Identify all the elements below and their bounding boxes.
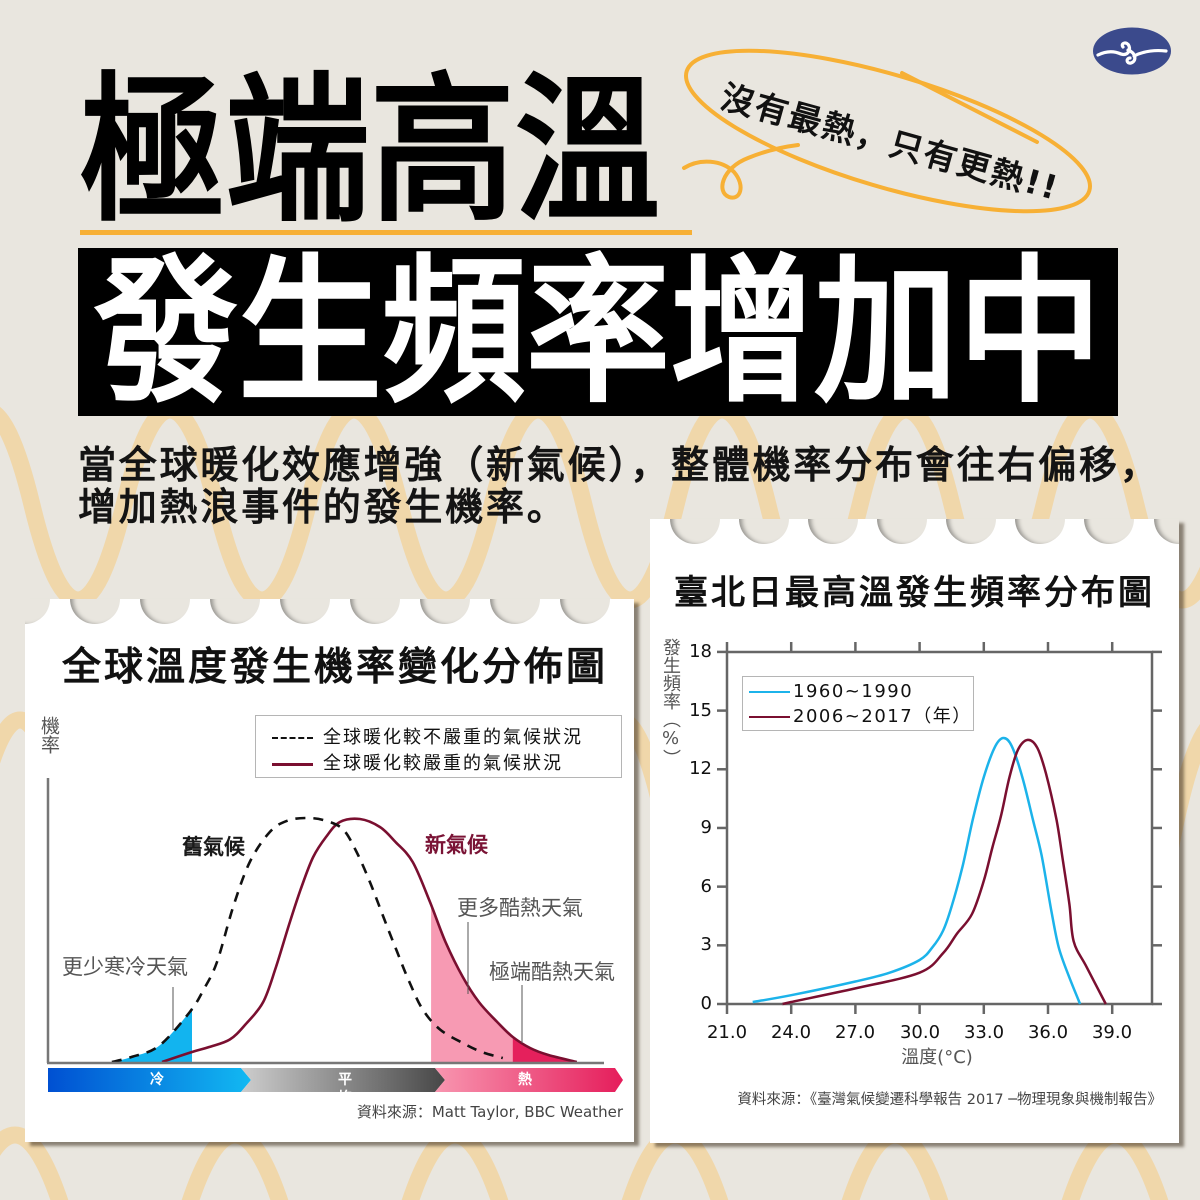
legend-unit-suffix: （年）	[913, 706, 972, 727]
left-chart-source: 資料來源：Matt Taylor, BBC Weather	[356, 1103, 623, 1121]
solid-line-symbol	[272, 763, 313, 766]
right-chart-title: 臺北日最高溫發生頻率分布圖	[674, 573, 1155, 613]
band-label-average: 平均	[338, 1072, 378, 1106]
legend-label: 1960~1990	[793, 681, 914, 702]
hot-band-arrow	[435, 1068, 623, 1092]
legend-label: 全球暖化較嚴重的氣候狀況	[323, 753, 563, 774]
x-axis-title: 溫度(°C)	[901, 1047, 973, 1068]
more-hot-label: 更多酷熱天氣	[457, 896, 583, 920]
legend-item-1960-1990: 1960~1990	[743, 680, 973, 704]
extreme-hot-region	[512, 1037, 577, 1062]
y-tick-label: 0	[700, 993, 712, 1014]
x-tick-label: 33.0	[963, 1022, 1005, 1043]
y-axis-label: 發生頻率（%）	[660, 638, 681, 767]
new-climate-label: 新氣候	[425, 833, 488, 857]
cloud-swirl-logo-icon	[1093, 27, 1171, 75]
left-chart-legend: 全球暖化較不嚴重的氣候狀況 全球暖化較嚴重的氣候狀況	[255, 715, 622, 778]
dashed-line-symbol	[272, 737, 313, 739]
y-tick-label: 12	[689, 758, 712, 779]
x-tick-label: 27.0	[834, 1022, 876, 1043]
x-tick-label: 21.0	[706, 1022, 748, 1043]
y-tick-label: 15	[689, 700, 712, 721]
old-climate-curve	[111, 816, 504, 1064]
less-cold-label: 更少寒冷天氣	[62, 955, 188, 979]
global-distribution-card: 全球溫度發生機率變化分佈圖 機率 全球暖化較不嚴重的氣候狀況 全球暖化較嚴重的氣…	[25, 599, 634, 1142]
legend-series-name: 2006~2017	[793, 706, 914, 727]
right-chart-legend: 1960~1990 2006~2017（年）	[742, 676, 974, 731]
headline-banner: 發生頻率增加中	[78, 240, 1118, 424]
taipei-distribution-card: 臺北日最高溫發生頻率分布圖 發生頻率（%） 18 15 12 9 6 3 0 2…	[650, 519, 1179, 1143]
hot-region	[431, 904, 577, 1062]
cold-band-arrow	[48, 1068, 251, 1092]
legend-label: 2006~2017（年）	[793, 705, 972, 729]
x-tick-label: 39.0	[1091, 1022, 1133, 1043]
red-line-symbol	[749, 716, 790, 718]
subtitle: 當全球暖化效應增強（新氣候），整體機率分布會往右偏移， 增加熱浪事件的發生機率。	[78, 444, 1161, 528]
average-band-arrow	[241, 1068, 445, 1092]
title-underline	[80, 230, 692, 235]
main-title: 極端高溫	[80, 58, 660, 245]
x-tick-label: 36.0	[1027, 1022, 1069, 1043]
new-climate-curve	[161, 817, 578, 1064]
right-chart-plot	[717, 642, 1162, 1014]
subtitle-line-1: 當全球暖化效應增強（新氣候），整體機率分布會往右偏移，	[78, 443, 1161, 487]
subtitle-line-2: 增加熱浪事件的發生機率。	[78, 485, 568, 529]
band-label-cold: 冷	[150, 1072, 164, 1088]
legend-item-2006-2017: 2006~2017（年）	[743, 705, 973, 729]
left-chart-title: 全球溫度發生機率變化分佈圖	[61, 645, 608, 690]
band-label-hot: 熱	[518, 1072, 532, 1088]
x-tick-label: 24.0	[770, 1022, 812, 1043]
old-climate-label: 舊氣候	[182, 835, 245, 859]
series-2006-2017-curve	[781, 738, 1107, 1006]
extreme-hot-label: 極端酷熱天氣	[489, 960, 615, 984]
y-tick-label: 9	[700, 817, 712, 838]
x-tick-label: 30.0	[899, 1022, 941, 1043]
blue-line-symbol	[749, 691, 790, 693]
legend-item-old-climate: 全球暖化較不嚴重的氣候狀況	[256, 726, 621, 750]
series-1960-1990-curve	[752, 736, 1082, 1005]
legend-item-new-climate: 全球暖化較嚴重的氣候狀況	[256, 752, 621, 776]
y-tick-label: 3	[700, 934, 712, 955]
cold-region	[111, 1008, 193, 1062]
y-tick-label: 18	[689, 641, 712, 662]
y-axis-label: 機率	[38, 716, 60, 754]
left-chart-plot	[46, 778, 623, 1092]
legend-label: 全球暖化較不嚴重的氣候狀況	[323, 727, 583, 748]
banner-text: 發生頻率增加中	[93, 239, 1102, 425]
right-chart-source: 資料來源：《臺灣氣候變遷科學報告 2017 ─物理現象與機制報告》	[737, 1092, 1162, 1108]
y-tick-label: 6	[700, 876, 712, 897]
tagline-doodle-ellipse	[682, 48, 1092, 214]
